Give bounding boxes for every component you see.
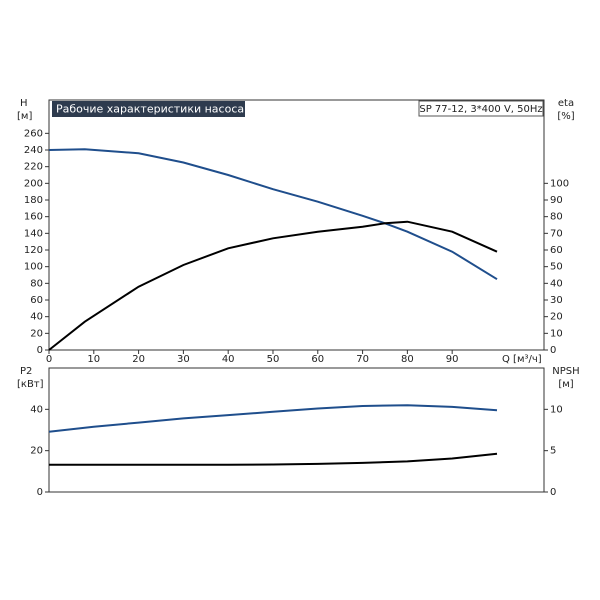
y2-tick-label: 100 bbox=[550, 178, 569, 189]
x-tick-label: 30 bbox=[177, 354, 190, 365]
y2-axis-unit: [м] bbox=[558, 379, 573, 390]
y-tick-label: 20 bbox=[30, 328, 43, 339]
x-tick-label: 20 bbox=[132, 354, 145, 365]
y-axis-unit: [м] bbox=[17, 111, 32, 122]
y2-tick-label: 50 bbox=[550, 262, 563, 273]
y2-tick-label: 20 bbox=[550, 312, 563, 323]
x-tick-label: 40 bbox=[222, 354, 235, 365]
y2-tick-label: 60 bbox=[550, 245, 563, 256]
y-tick-label: 80 bbox=[30, 278, 43, 289]
y-tick-label: 180 bbox=[24, 195, 43, 206]
y-tick-label: 120 bbox=[24, 245, 43, 256]
x-tick-label: 90 bbox=[446, 354, 459, 365]
curve bbox=[48, 148, 498, 281]
y2-tick-label: 0 bbox=[550, 487, 556, 498]
y-tick-label: 100 bbox=[24, 262, 43, 273]
y2-axis-label: NPSH bbox=[552, 366, 579, 377]
y-tick-label: 220 bbox=[24, 162, 43, 173]
y-tick-label: 0 bbox=[37, 345, 43, 356]
x-tick-label: 60 bbox=[311, 354, 324, 365]
y-tick-label: 20 bbox=[30, 446, 43, 457]
y-axis-unit: [кВт] bbox=[17, 379, 44, 390]
chart-subtitle: SP 77-12, 3*400 V, 50Hz bbox=[419, 104, 542, 115]
x-tick-label: 10 bbox=[87, 354, 100, 365]
y2-tick-label: 10 bbox=[550, 328, 563, 339]
y-tick-label: 240 bbox=[24, 145, 43, 156]
curve bbox=[49, 452, 498, 466]
y2-tick-label: 40 bbox=[550, 278, 563, 289]
y-axis-label: P2 bbox=[20, 366, 32, 377]
y-tick-label: 260 bbox=[24, 128, 43, 139]
plot-frame bbox=[48, 99, 545, 351]
y-tick-label: 200 bbox=[24, 178, 43, 189]
y-tick-label: 60 bbox=[30, 295, 43, 306]
y2-tick-label: 80 bbox=[550, 212, 563, 223]
curve bbox=[48, 404, 498, 433]
plot-frame bbox=[48, 367, 545, 493]
y2-tick-label: 70 bbox=[550, 228, 563, 239]
x-axis-label: Q [м³/ч] bbox=[502, 354, 542, 365]
y-tick-label: 140 bbox=[24, 228, 43, 239]
y2-axis-label: eta bbox=[558, 98, 574, 109]
x-tick-label: 50 bbox=[267, 354, 280, 365]
y2-tick-label: 30 bbox=[550, 295, 563, 306]
y-tick-label: 160 bbox=[24, 212, 43, 223]
x-tick-label: 70 bbox=[356, 354, 369, 365]
y2-tick-label: 5 bbox=[550, 446, 556, 457]
y-tick-label: 0 bbox=[37, 487, 43, 498]
y2-tick-label: 90 bbox=[550, 195, 563, 206]
y-tick-label: 40 bbox=[30, 404, 43, 415]
chart-title: Рабочие характеристики насоса bbox=[56, 103, 244, 116]
y-axis-label: H bbox=[20, 98, 28, 109]
y2-tick-label: 0 bbox=[550, 345, 556, 356]
x-tick-label: 80 bbox=[401, 354, 414, 365]
y2-tick-label: 10 bbox=[550, 404, 563, 415]
x-tick-label: 0 bbox=[46, 354, 52, 365]
subtitle-box bbox=[418, 100, 544, 117]
y-tick-label: 40 bbox=[30, 312, 43, 323]
title-box bbox=[52, 101, 245, 117]
curve bbox=[48, 220, 498, 351]
y2-axis-unit: [%] bbox=[557, 111, 574, 122]
